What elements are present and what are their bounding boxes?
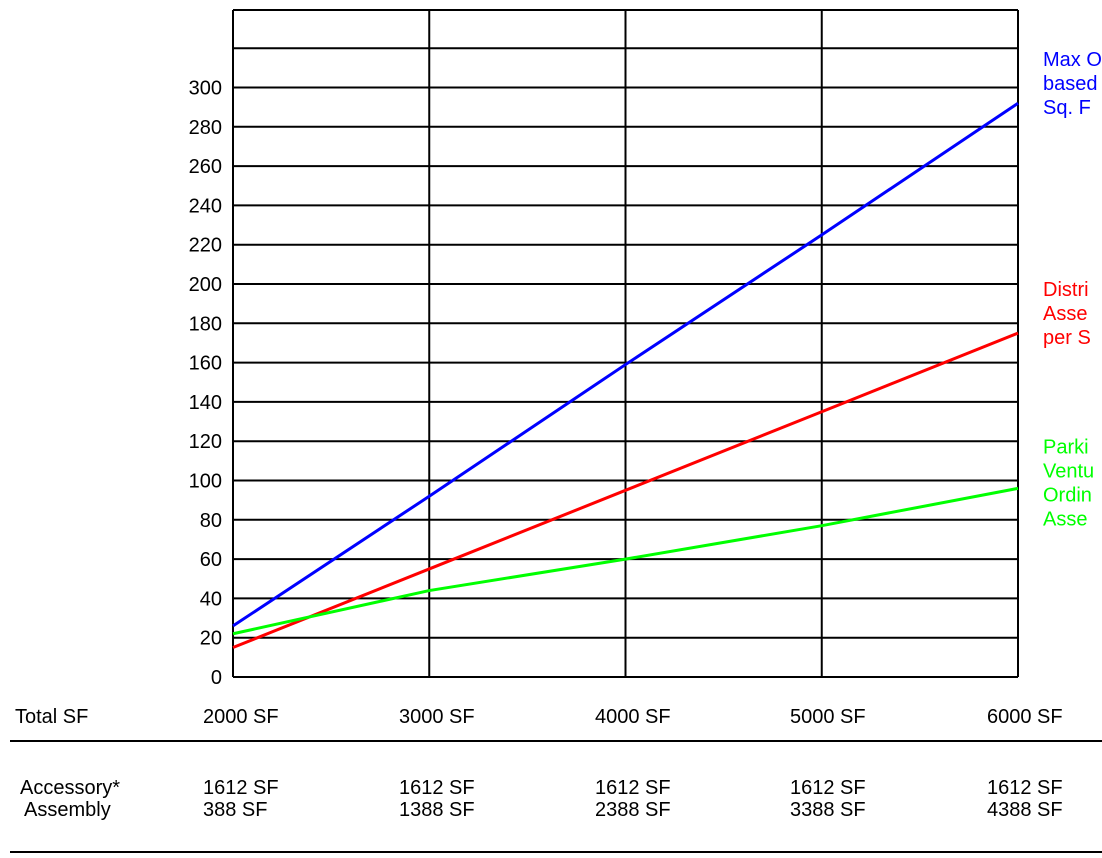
total-sf-5000: 5000 SF xyxy=(790,706,866,728)
series-label-2-line-3: Asse xyxy=(1043,508,1087,530)
table-divider-bottom xyxy=(10,851,1102,853)
assembly-2000: 388 SF xyxy=(203,799,268,821)
line-chart: 0 20 40 60 80 100 120 140 160 180 200 220 240 260 280 3… xyxy=(189,9,1102,689)
assembly-label: Assembly xyxy=(24,799,111,821)
assembly-4000: 2388 SF xyxy=(595,799,671,821)
total-sf-6000: 6000 SF xyxy=(987,706,1063,728)
series-label-1-line-2: per S xyxy=(1043,327,1091,349)
y-tick-label-40: 40 xyxy=(200,588,222,610)
series-label-0-line-0: Max O xyxy=(1043,49,1102,71)
assembly-3000: 1388 SF xyxy=(399,799,475,821)
series-label-0-line-1: based xyxy=(1043,73,1098,95)
assembly-6000: 4388 SF xyxy=(987,799,1063,821)
total-sf-label: Total SF xyxy=(15,706,89,728)
accessory-label: Accessory* xyxy=(20,777,121,799)
y-tick-label-0: 0 xyxy=(211,667,222,689)
y-tick-label-160: 160 xyxy=(189,353,222,375)
series-label-2-line-2: Ordin xyxy=(1043,484,1092,506)
y-tick-label-300: 300 xyxy=(189,78,222,100)
y-tick-label-100: 100 xyxy=(189,471,222,493)
series-label-2-line-1: Ventu xyxy=(1043,460,1094,482)
total-sf-3000: 3000 SF xyxy=(399,706,475,728)
accessory-6000: 1612 SF xyxy=(987,777,1063,799)
accessory-2000: 1612 SF xyxy=(203,777,279,799)
y-tick-label-280: 280 xyxy=(189,117,222,139)
y-tick-label-240: 240 xyxy=(189,195,222,217)
assembly-5000: 3388 SF xyxy=(790,799,866,821)
accessory-4000: 1612 SF xyxy=(595,777,671,799)
y-tick-label-60: 60 xyxy=(200,549,222,571)
y-tick-label-220: 220 xyxy=(189,235,222,257)
y-tick-label-140: 140 xyxy=(189,392,222,414)
series-label-1-line-1: Asse xyxy=(1043,303,1087,325)
table-divider-top xyxy=(10,740,1102,742)
y-tick-label-200: 200 xyxy=(189,274,222,296)
y-tick-label-20: 20 xyxy=(200,628,222,650)
series-label-0-line-2: Sq. F xyxy=(1043,97,1091,119)
y-tick-label-120: 120 xyxy=(189,431,222,453)
y-tick-label-260: 260 xyxy=(189,156,222,178)
series-label-1-line-0: Distri xyxy=(1043,279,1089,301)
total-sf-2000: 2000 SF xyxy=(203,706,279,728)
y-tick-label-180: 180 xyxy=(189,313,222,335)
y-tick-label-80: 80 xyxy=(200,510,222,532)
total-sf-4000: 4000 SF xyxy=(595,706,671,728)
series-label-2-line-0: Parki xyxy=(1043,436,1089,458)
accessory-5000: 1612 SF xyxy=(790,777,866,799)
accessory-3000: 1612 SF xyxy=(399,777,475,799)
